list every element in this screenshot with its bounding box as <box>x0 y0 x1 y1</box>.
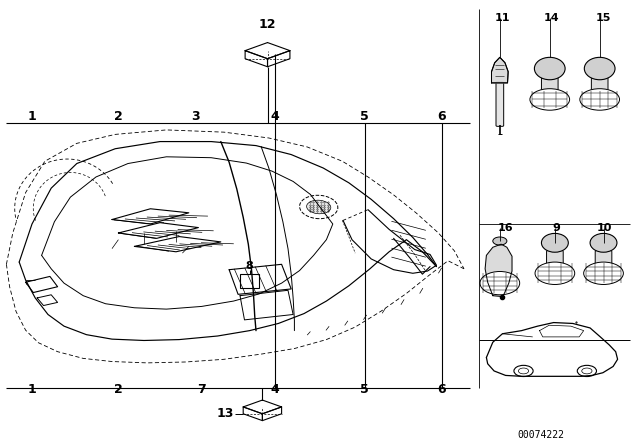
Ellipse shape <box>480 271 520 295</box>
Bar <box>240 274 259 288</box>
Ellipse shape <box>534 57 565 80</box>
Text: 5: 5 <box>360 383 369 396</box>
FancyBboxPatch shape <box>541 77 558 109</box>
Text: 13: 13 <box>216 407 234 420</box>
Ellipse shape <box>530 89 570 110</box>
Text: 10: 10 <box>597 224 612 233</box>
Text: 4: 4 <box>271 110 280 123</box>
Ellipse shape <box>541 233 568 252</box>
Text: 14: 14 <box>544 13 559 23</box>
FancyBboxPatch shape <box>496 82 504 126</box>
Text: 16: 16 <box>498 224 513 233</box>
Polygon shape <box>485 244 512 297</box>
FancyBboxPatch shape <box>547 250 563 280</box>
Ellipse shape <box>493 237 507 245</box>
Text: 7: 7 <box>197 383 206 396</box>
Polygon shape <box>492 57 508 83</box>
Ellipse shape <box>580 89 620 110</box>
Ellipse shape <box>584 57 615 80</box>
Ellipse shape <box>584 262 623 284</box>
Ellipse shape <box>590 233 617 252</box>
Text: 6: 6 <box>437 383 446 396</box>
Text: 6: 6 <box>437 110 446 123</box>
Text: 11: 11 <box>495 13 510 23</box>
FancyBboxPatch shape <box>591 77 608 109</box>
Ellipse shape <box>307 200 331 214</box>
Text: 2: 2 <box>114 110 123 123</box>
Text: 1: 1 <box>28 110 36 123</box>
Text: 00074222: 00074222 <box>517 430 564 440</box>
Text: 4: 4 <box>271 383 280 396</box>
Text: 1: 1 <box>28 383 36 396</box>
Text: 8: 8 <box>246 261 253 271</box>
Text: 9: 9 <box>553 224 561 233</box>
Text: 2: 2 <box>114 383 123 396</box>
Text: 12: 12 <box>259 18 276 31</box>
FancyBboxPatch shape <box>595 250 612 280</box>
Text: 5: 5 <box>360 110 369 123</box>
Ellipse shape <box>535 262 575 284</box>
Text: 15: 15 <box>595 13 611 23</box>
Text: 3: 3 <box>191 110 200 123</box>
